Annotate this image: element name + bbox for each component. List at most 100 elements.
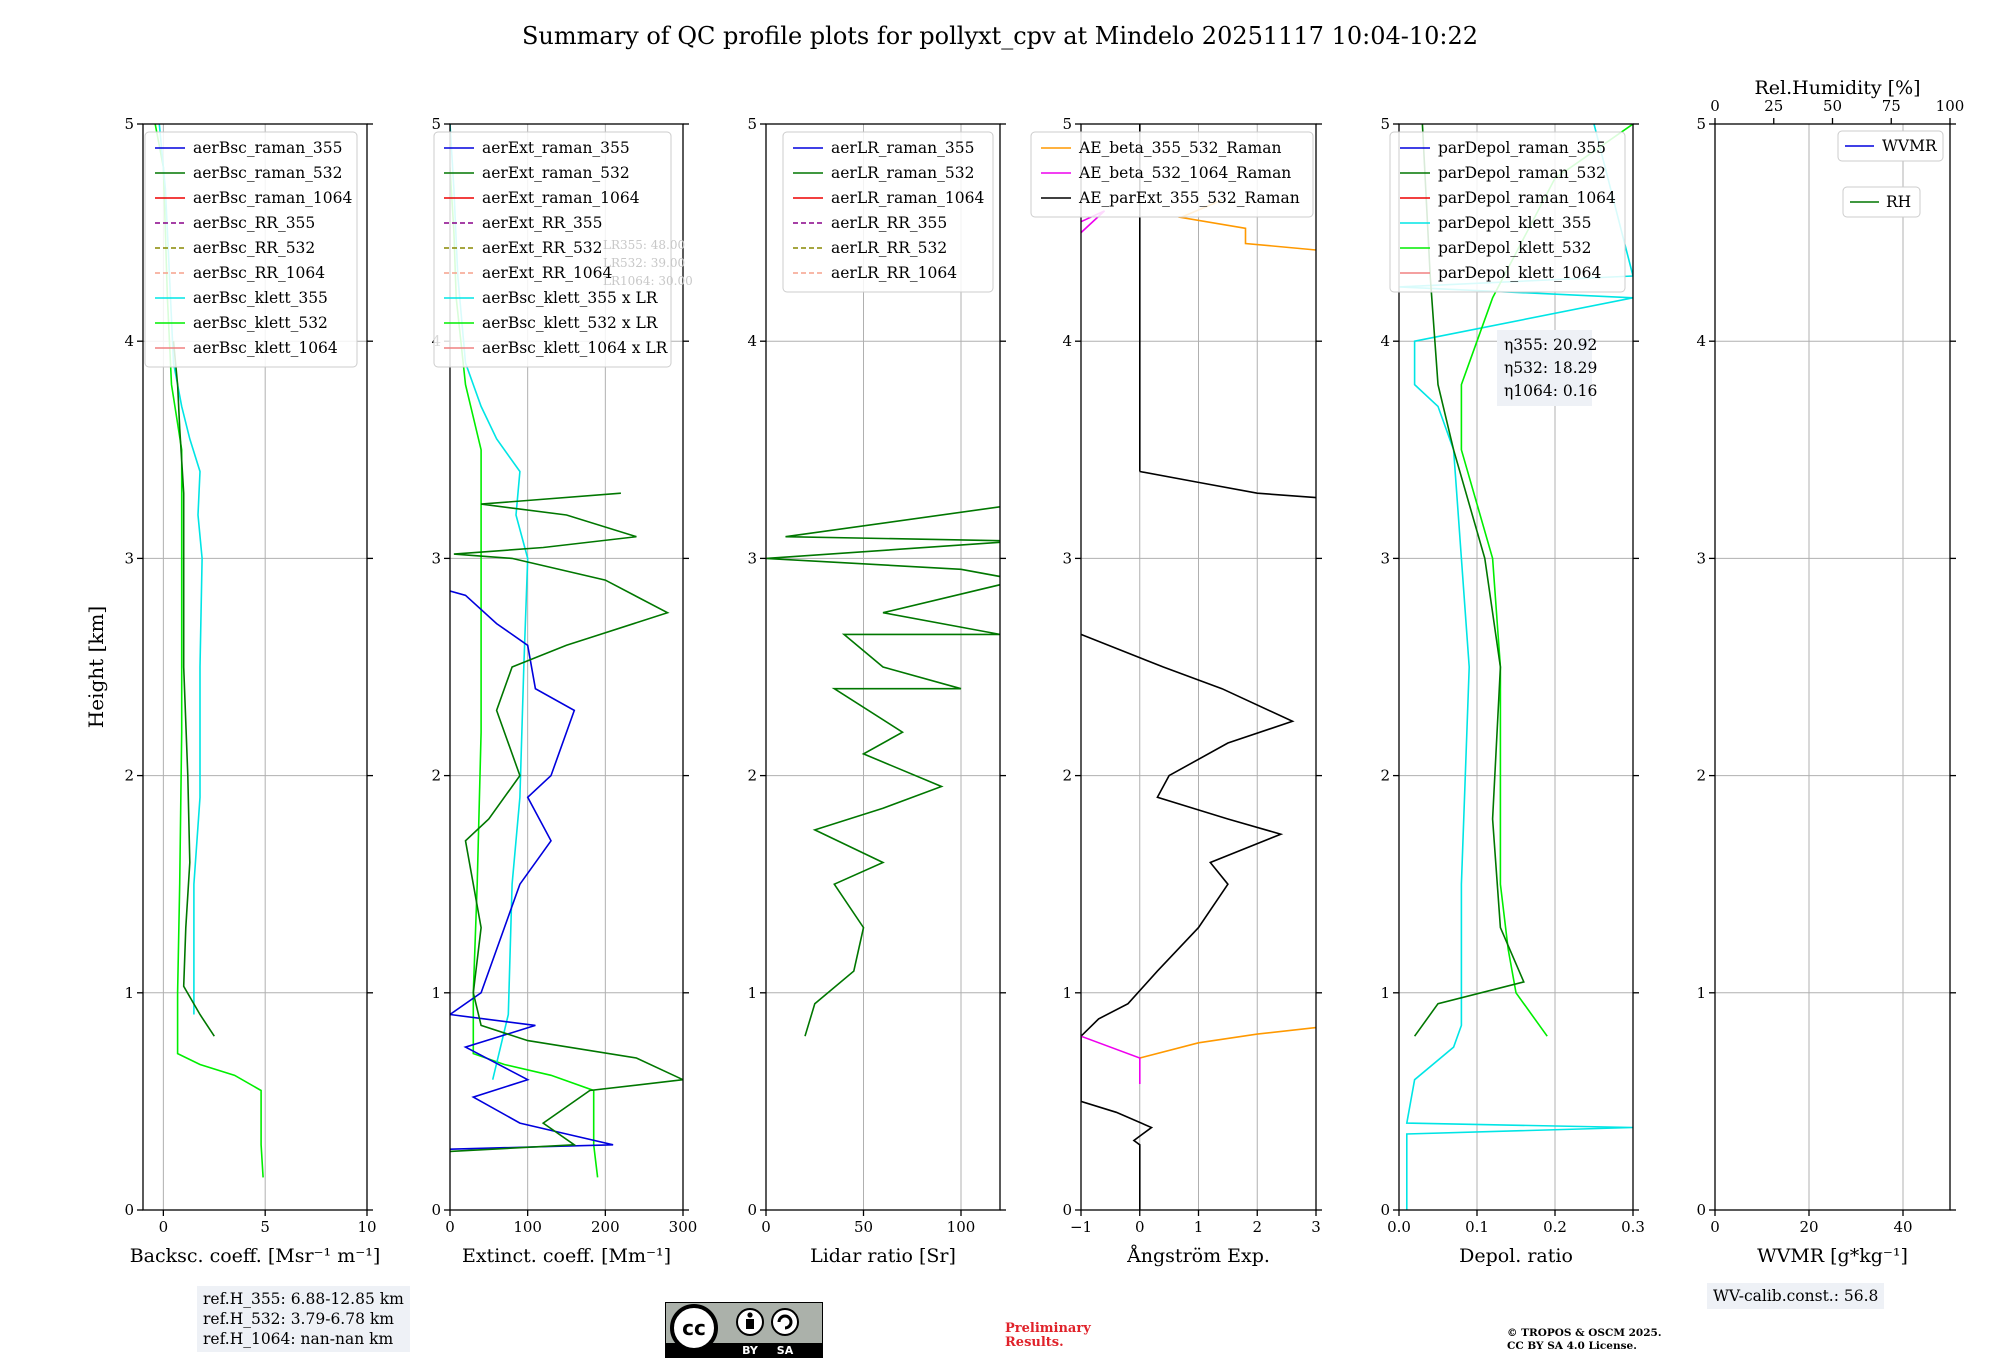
legend-entry: aerBsc_RR_355 xyxy=(193,214,315,232)
legend-entry: aerBsc_RR_1064 xyxy=(193,264,325,282)
legend-entry: aerLR_RR_1064 xyxy=(831,264,957,282)
legend-entry: aerExt_raman_532 xyxy=(482,164,630,182)
axes-frame xyxy=(1398,123,1634,1211)
y-tick-label: 1 xyxy=(747,984,757,1002)
y-tick-label: 0 xyxy=(431,1201,441,1219)
y-axis-label: Height [km] xyxy=(84,606,108,728)
legend-entry: aerBsc_klett_1064 x LR xyxy=(482,339,669,357)
y-tick-label: 3 xyxy=(1696,549,1706,567)
ref-height-532: ref.H_532: 3.79-6.78 km xyxy=(203,1310,394,1328)
y-tick-label: 1 xyxy=(1696,984,1706,1002)
axes-frame xyxy=(449,123,684,1211)
x-tick-label: 0 xyxy=(445,1218,455,1236)
x-tick-label: 0.0 xyxy=(1387,1218,1411,1236)
y-tick-label: 0 xyxy=(1696,1201,1706,1219)
x-tick-label: 40 xyxy=(1893,1218,1912,1236)
y-tick-label: 3 xyxy=(747,549,757,567)
y-tick-label: 0 xyxy=(1380,1201,1390,1219)
series-line xyxy=(766,506,1000,1037)
x-axis-label: Ångström Exp. xyxy=(1126,1245,1270,1267)
legend-entry: aerBsc_klett_532 x LR xyxy=(482,314,659,332)
panel-3: 0 50 100 0 1 2 3 4 5 Lidar ratio [Sr] aerLR_raman_… xyxy=(747,115,1006,1267)
panel-2: 0100200300012345Extinct. coeff. [Mm⁻¹]ae… xyxy=(431,115,697,1267)
x-tick-label: 100 xyxy=(947,1218,976,1236)
x-tick-label: 0.2 xyxy=(1543,1218,1567,1236)
ref-heights-box: ref.H_355: 6.88-12.85 km ref.H_532: 3.79… xyxy=(197,1286,410,1352)
series-line xyxy=(1081,1035,1141,1084)
panel-1: 0 5 10 0 1 2 3 4 5 Backsc. coeff. [Msr⁻¹ m⁻¹] aerB… xyxy=(124,115,380,1267)
copyright-line-2: CC BY SA 4.0 License. xyxy=(1507,1340,1637,1352)
lr-note: LR532: 39.00 xyxy=(603,256,685,270)
preliminary-line-1: Preliminary xyxy=(1005,1321,1091,1336)
legend-entry: aerLR_raman_1064 xyxy=(831,189,984,207)
axes-frame xyxy=(1714,123,1951,1211)
legend-entry: parDepol_klett_532 xyxy=(1438,239,1591,257)
y-tick-label: 0 xyxy=(124,1201,134,1219)
x-axis-label: Backsc. coeff. [Msr⁻¹ m⁻¹] xyxy=(130,1245,381,1267)
panel-5: 0.0 0.1 0.2 0.3 0 1 2 3 4 5 Depol. ratio parDepol_r… xyxy=(1380,115,1644,1267)
x-tick-label: 5 xyxy=(260,1218,270,1236)
legend-entry: aerExt_raman_355 xyxy=(482,139,630,157)
legend-entry: WVMR xyxy=(1882,137,1938,155)
x-tick-label: 20 xyxy=(1799,1218,1818,1236)
x-tick-label: 2 xyxy=(1252,1218,1262,1236)
y-tick-label: 3 xyxy=(124,549,134,567)
ref-height-1064: ref.H_1064: nan-nan km xyxy=(203,1330,394,1348)
y-tick-label: 3 xyxy=(1062,549,1072,567)
y-tick-label: 2 xyxy=(431,767,441,785)
x-tick-label: 0.3 xyxy=(1621,1218,1645,1236)
legend-entry: parDepol_raman_1064 xyxy=(1438,189,1616,207)
legend-entry: aerBsc_raman_532 xyxy=(193,164,343,182)
y-tick-label: 1 xyxy=(1062,984,1072,1002)
legend-entry: aerExt_RR_355 xyxy=(482,214,603,232)
y-tick-label: 5 xyxy=(747,115,757,133)
eta-entry: η532: 18.29 xyxy=(1504,359,1597,377)
top-tick-label: 50 xyxy=(1823,97,1842,115)
legend-entry: aerLR_RR_355 xyxy=(831,214,947,232)
y-tick-label: 2 xyxy=(1696,767,1706,785)
series-line xyxy=(450,590,614,1150)
x-tick-label: 3 xyxy=(1311,1218,1321,1236)
sa-badge-text: SA xyxy=(777,1344,794,1357)
y-tick-label: 1 xyxy=(431,984,441,1002)
legend-entry: aerExt_RR_1064 xyxy=(482,264,613,282)
copyright-note: © TROPOS & OSCM 2025. CC BY SA 4.0 Licen… xyxy=(1507,1327,1662,1353)
legend-entry: AE_parExt_355_532_Raman xyxy=(1078,189,1300,207)
legend-box xyxy=(433,131,672,368)
y-tick-label: 0 xyxy=(1062,1201,1072,1219)
series-line xyxy=(450,492,683,1153)
legend-entry: parDepol_klett_355 xyxy=(1438,214,1591,232)
x-tick-label: 50 xyxy=(854,1218,873,1236)
x-tick-label: 0 xyxy=(1710,1218,1720,1236)
eta-entry: η355: 20.92 xyxy=(1504,336,1597,354)
legend-entry: aerBsc_raman_1064 xyxy=(193,189,353,207)
legend-box xyxy=(1837,130,1944,162)
y-tick-label: 3 xyxy=(1380,549,1390,567)
legend-entry: aerBsc_klett_532 xyxy=(193,314,328,332)
legend-entry: AE_beta_532_1064_Raman xyxy=(1078,164,1291,182)
legend-entry: parDepol_raman_532 xyxy=(1438,164,1606,182)
legend-entry: aerExt_RR_532 xyxy=(482,239,603,257)
y-tick-label: 0 xyxy=(747,1201,757,1219)
y-tick-label: 2 xyxy=(1380,767,1390,785)
y-tick-label: 4 xyxy=(124,332,134,350)
legend-entry: aerBsc_RR_532 xyxy=(193,239,315,257)
y-tick-label: 2 xyxy=(124,767,134,785)
top-tick-label: 100 xyxy=(1936,97,1965,115)
legend-entry: aerLR_raman_355 xyxy=(831,139,974,157)
y-tick-label: 5 xyxy=(1062,115,1072,133)
wv-calib-box: WV-calib.const.: 56.8 xyxy=(1707,1283,1885,1309)
legend-entry: aerBsc_klett_1064 xyxy=(193,339,338,357)
panel-6: 0 20 40 0 1 2 3 4 5 WVMR [g*kg⁻¹] 0 25 50 75 100 Rel.Hu… xyxy=(1696,77,1964,1267)
x-axis-label: Extinct. coeff. [Mm⁻¹] xyxy=(462,1245,671,1267)
preliminary-line-2: Results. xyxy=(1005,1335,1064,1350)
ref-height-355: ref.H_355: 6.88-12.85 km xyxy=(203,1290,404,1308)
x-tick-label: 300 xyxy=(669,1218,698,1236)
legend-entry: parDepol_klett_1064 xyxy=(1438,264,1601,282)
x-tick-label: 10 xyxy=(357,1218,376,1236)
y-tick-label: 1 xyxy=(1380,984,1390,1002)
y-tick-label: 2 xyxy=(1062,767,1072,785)
by-badge-text: BY xyxy=(742,1344,759,1357)
preliminary-note: Preliminary Results. xyxy=(1005,1322,1091,1350)
